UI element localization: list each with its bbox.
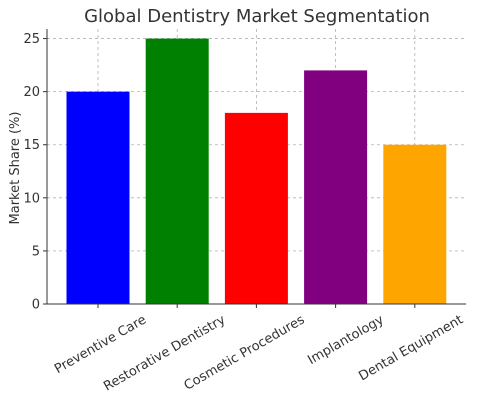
y-axis-label: Market Share (%)	[8, 112, 23, 225]
bar-restorative-dentistry	[145, 38, 209, 305]
y-tick-label: 5	[32, 244, 40, 259]
y-tick-label: 15	[23, 138, 40, 153]
chart-title: Global Dentistry Market Segmentation	[84, 6, 430, 27]
y-tick-label: 20	[23, 85, 40, 100]
bar-preventive-care	[66, 91, 130, 304]
y-tick-label: 10	[23, 191, 40, 206]
y-tick-label: 25	[23, 32, 40, 47]
y-tick-label: 0	[32, 298, 40, 313]
bar-implantology	[304, 70, 368, 304]
bar-cosmetic-procedures	[224, 112, 288, 304]
bar-dental-equipment	[383, 144, 447, 304]
bars	[66, 38, 447, 305]
y-tick-labels: 0 5 10 15 20 25	[23, 32, 40, 312]
axes	[43, 29, 466, 308]
